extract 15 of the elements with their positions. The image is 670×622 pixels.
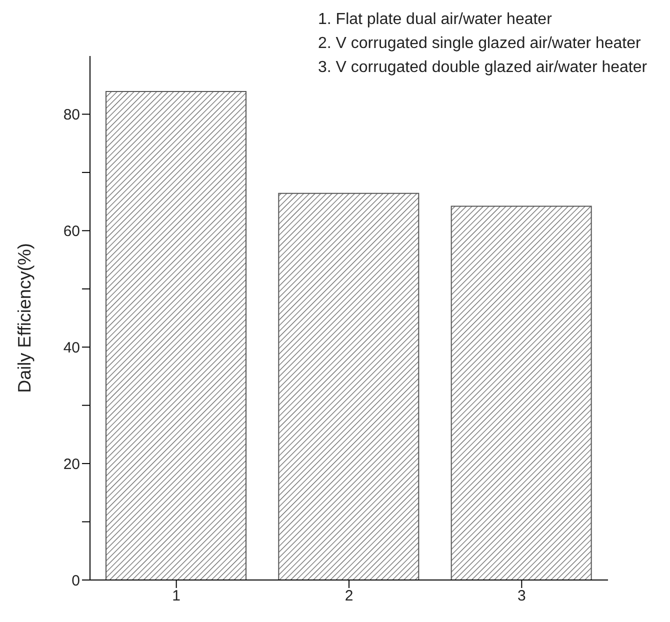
annotation: 3. V corrugated double glazed air/water heater bbox=[318, 58, 648, 78]
y-axis-title: Daily Efficiency(%) bbox=[14, 243, 34, 393]
y-tick-label: 0 bbox=[72, 572, 80, 590]
x-tick-label: 3 bbox=[517, 588, 526, 605]
text: 2. V corrugated single glazed air/water heater bbox=[318, 34, 642, 54]
bar bbox=[450, 206, 592, 580]
x-tick-label: 1 bbox=[172, 588, 181, 605]
bar bbox=[278, 192, 420, 580]
y-tick-label: 60 bbox=[63, 222, 80, 240]
text: 1. Flat plate dual air/water heater bbox=[318, 10, 553, 30]
bar bbox=[106, 91, 246, 580]
x-tick-label: 2 bbox=[344, 588, 354, 605]
y-tick-label: 20 bbox=[63, 456, 80, 473]
y-tick-label: 80 bbox=[63, 106, 80, 124]
y-tick-label: 40 bbox=[63, 339, 80, 356]
